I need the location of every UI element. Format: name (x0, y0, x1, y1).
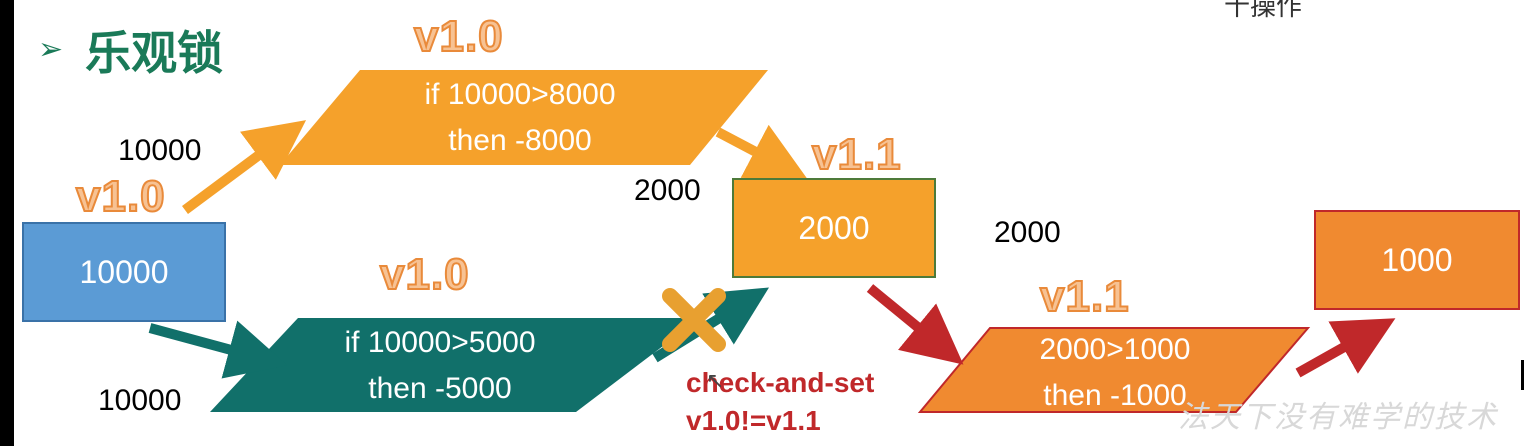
page-title: 乐观锁 (85, 26, 224, 80)
left-edge-bar (0, 0, 14, 446)
version-mismatch-label: v1.0!=v1.1 (686, 405, 821, 436)
result-node: 1000 (1314, 210, 1520, 310)
operation-1-text: if 10000>8000 then -8000 (330, 72, 710, 164)
arrow-source-to-op2 (148, 320, 288, 379)
corner-text-fragment: 十操作 (1224, 0, 1303, 21)
operation-3-text: 2000>1000 then -1000 (950, 326, 1280, 420)
check-and-set-note: check-and-set v1.0!=v1.1 (686, 364, 874, 440)
middle-node: 2000 (732, 178, 936, 278)
cross-icon (662, 288, 726, 352)
version-label-lower-right: v1.1 (1039, 271, 1130, 322)
value-label-upper: 10000 (118, 134, 202, 167)
arrow-op3-to-result (1295, 318, 1396, 378)
arrow-source-to-op1 (182, 120, 307, 215)
operation-2-condition: if 10000>5000 (344, 326, 536, 359)
operation-1-shape (280, 70, 768, 165)
source-node: 10000 (22, 222, 226, 322)
version-label-left: v1.0 (75, 171, 166, 222)
operation-2-text: if 10000>5000 then -5000 (250, 320, 630, 412)
operation-3-shape (917, 327, 1311, 413)
heading: ➢ 乐观锁 (38, 20, 223, 80)
operation-3-action: then -1000 (1043, 379, 1187, 412)
right-edge-mark (1521, 360, 1524, 390)
version-label-middle: v1.0 (379, 249, 470, 300)
operation-1-action: then -8000 (448, 124, 592, 157)
operation-2-shape (210, 318, 700, 412)
version-label-top: v1.0 (413, 11, 504, 62)
mouse-pointer-icon: ↖ (706, 368, 725, 393)
arrow-op1-to-middle (715, 124, 808, 180)
operation-2-action: then -5000 (368, 372, 512, 405)
check-and-set-label: check-and-set (686, 367, 875, 398)
version-label-center: v1.1 (811, 129, 902, 180)
value-label-right: 2000 (994, 216, 1061, 249)
watermark: 法天下没有难学的技术 (1178, 400, 1498, 435)
value-label-center: 2000 (634, 174, 701, 207)
arrow-middle-to-op3 (866, 284, 964, 365)
operation-1-condition: if 10000>8000 (424, 78, 616, 111)
operation-3-condition: 2000>1000 (1039, 333, 1191, 366)
value-label-lower: 10000 (98, 384, 182, 417)
bullet-arrow-icon: ➢ (38, 33, 64, 66)
